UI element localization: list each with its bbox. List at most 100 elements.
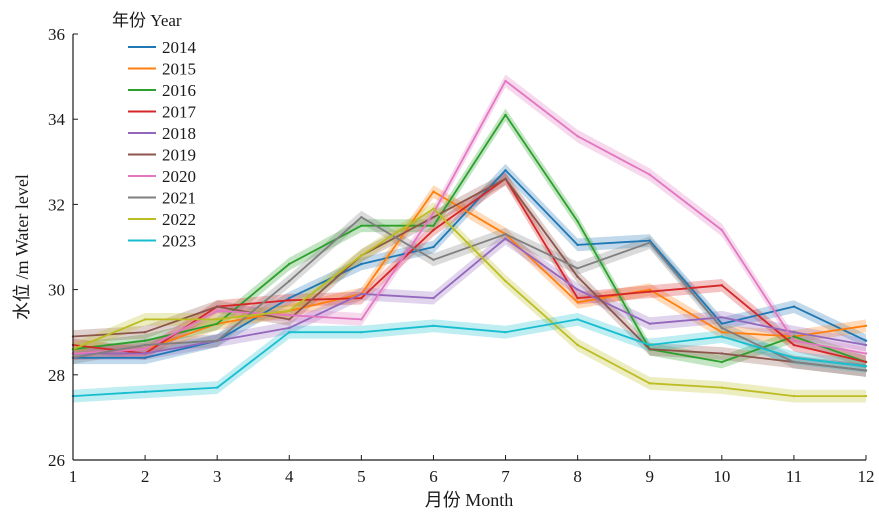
point-2020-7: [504, 79, 507, 83]
x-tick-label: 5: [357, 467, 366, 486]
point-2023-3: [216, 386, 219, 389]
x-tick-label: 10: [713, 467, 730, 486]
axes: [72, 34, 866, 461]
point-2016-4: [288, 262, 291, 266]
x-tick-label: 7: [501, 467, 510, 486]
x-axis-title: 月份 Month: [425, 490, 514, 510]
point-2022-8: [576, 343, 579, 347]
x-tick-label: 6: [429, 467, 438, 486]
y-tick-label: 34: [48, 110, 66, 129]
x-tick-label: 3: [213, 467, 222, 486]
point-2020-11: [792, 339, 796, 342]
series-line-2017: [72, 177, 867, 363]
point-2022-6: [432, 207, 435, 210]
point-2022-3: [216, 318, 219, 321]
point-2016-6: [432, 224, 435, 227]
point-2020-8: [576, 135, 579, 138]
point-2014-8: [576, 243, 579, 247]
point-2022-9: [648, 382, 651, 385]
point-2014-10: [720, 322, 723, 325]
point-2018-4: [288, 326, 291, 330]
x-tick-label: 4: [285, 467, 294, 486]
point-2014-4: [288, 296, 291, 300]
y-tick-label: 32: [48, 195, 65, 214]
point-2021-2: [143, 343, 147, 347]
point-2014-12: [864, 339, 868, 342]
point-2020-12: [864, 352, 868, 355]
point-2019-10: [720, 352, 723, 355]
series-line-2021: [72, 216, 867, 372]
legend-label-2016: 2016: [162, 81, 196, 100]
point-2022-2: [143, 318, 147, 321]
point-2020-10: [720, 228, 723, 232]
x-tick-label: 2: [141, 467, 150, 486]
y-tick-label: 36: [48, 25, 65, 44]
series-line-2022: [72, 207, 866, 398]
point-2015-9: [648, 288, 651, 291]
legend-label-2021: 2021: [162, 189, 196, 208]
point-2023-4: [288, 331, 291, 334]
point-2021-7: [504, 233, 507, 236]
point-2020-5: [360, 318, 363, 321]
y-tick-label: 26: [48, 451, 65, 470]
band-2018: [73, 232, 866, 360]
point-2018-8: [576, 288, 579, 291]
point-2021-6: [432, 258, 435, 261]
point-2014-9: [648, 239, 651, 242]
point-2019-7: [504, 177, 507, 180]
series-line-2020: [72, 80, 867, 355]
point-2015-6: [432, 190, 435, 193]
point-2018-10: [720, 316, 723, 319]
point-2016-7: [504, 113, 507, 117]
band-2022: [73, 202, 866, 403]
point-2016-8: [576, 220, 579, 223]
point-2017-12: [864, 360, 868, 364]
legend-label-2014: 2014: [162, 38, 197, 57]
legend-label-2023: 2023: [162, 232, 196, 251]
point-2023-11: [792, 356, 796, 359]
y-tick-label: 30: [48, 281, 65, 300]
band-2023: [73, 313, 866, 403]
point-2023-8: [576, 318, 579, 321]
point-2021-10: [720, 326, 723, 330]
x-tick-label: 11: [786, 467, 802, 486]
point-2022-4: [288, 309, 291, 313]
point-2022-12: [864, 394, 868, 398]
point-2018-11: [792, 331, 796, 334]
x-tick-label: 12: [858, 467, 875, 486]
point-2020-3: [216, 309, 219, 313]
point-2021-5: [360, 216, 363, 219]
point-2021-9: [648, 241, 651, 244]
point-2017-11: [792, 343, 796, 347]
point-2019-4: [288, 318, 291, 321]
point-2014-6: [432, 245, 435, 249]
x-tick-label: 8: [573, 467, 582, 486]
point-2020-2: [143, 348, 147, 351]
point-2017-6: [432, 228, 435, 232]
point-2023-7: [504, 331, 507, 334]
point-2017-5: [360, 296, 363, 300]
legend-label-2018: 2018: [162, 124, 196, 143]
point-2018-2: [143, 352, 147, 355]
point-2021-3: [216, 339, 219, 342]
point-2015-8: [576, 301, 579, 304]
series-line-2016: [72, 114, 867, 363]
point-2016-11: [792, 335, 796, 338]
point-2020-6: [432, 211, 435, 215]
legend-label-2020: 2020: [162, 167, 196, 186]
point-2023-6: [432, 324, 435, 327]
legend-title: 年份 Year: [112, 11, 182, 30]
point-2020-9: [648, 173, 651, 176]
point-2017-9: [648, 290, 651, 293]
point-2021-4: [288, 279, 291, 283]
point-2020-4: [288, 314, 291, 317]
point-2019-3: [216, 305, 219, 308]
point-2015-10: [720, 331, 723, 334]
point-2021-8: [576, 267, 579, 270]
point-2014-11: [792, 305, 796, 308]
point-2019-2: [143, 331, 147, 334]
x-tick-label: 1: [69, 467, 78, 486]
point-2018-6: [432, 296, 435, 300]
legend-label-2019: 2019: [162, 146, 196, 165]
